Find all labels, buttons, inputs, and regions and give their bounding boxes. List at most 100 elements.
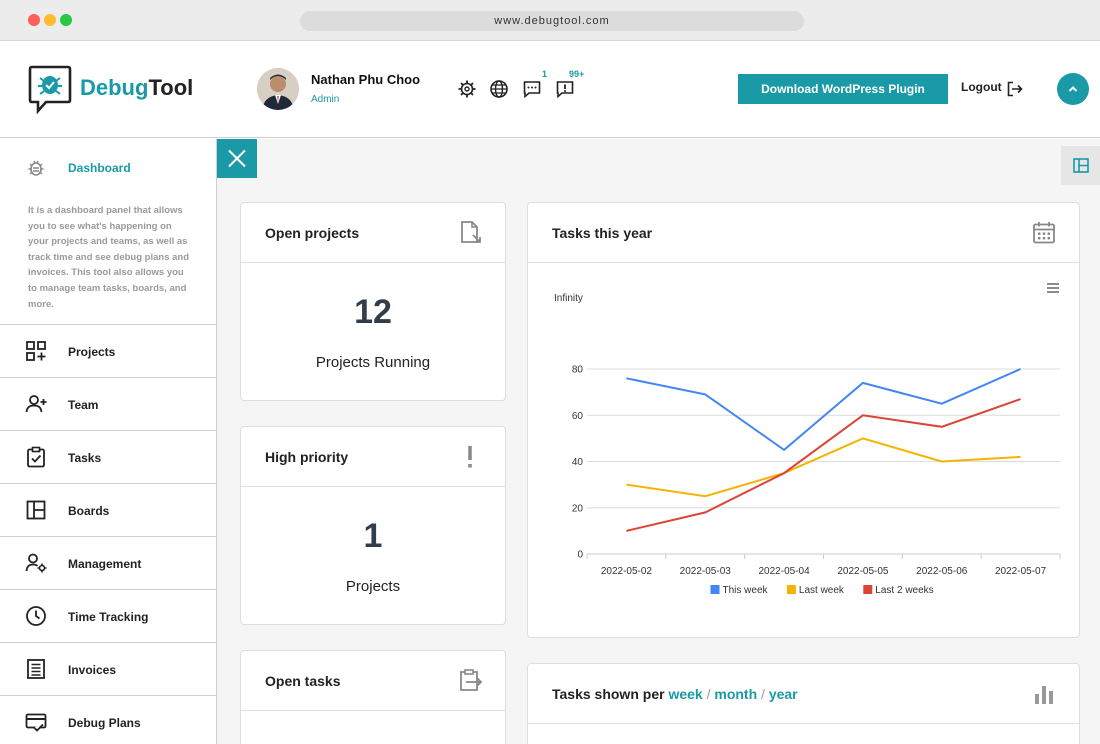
y-tick-label: 60 (572, 411, 584, 422)
user-name[interactable]: Nathan Phu Choo (311, 72, 421, 87)
sidebar-item-dashboard[interactable]: Dashboard It is a dashboard panel that a… (0, 139, 216, 325)
sidebar-item-tasks[interactable]: Tasks (0, 431, 216, 484)
x-tick-label: 2022-05-07 (995, 566, 1047, 577)
legend-label: Last week (799, 585, 845, 596)
gear-icon[interactable] (457, 79, 477, 99)
close-icon (228, 149, 246, 168)
card-title: Tasks this year (552, 225, 653, 241)
logout-link[interactable]: Logout (961, 80, 1002, 94)
card-header: Tasks shown per week / month / year (528, 664, 1079, 724)
separator: / (706, 686, 711, 702)
sidebar-item-projects[interactable]: Projects (0, 325, 216, 378)
dashboard-description: It is a dashboard panel that allows you … (28, 205, 190, 310)
debug-plans-icon (25, 713, 47, 732)
card-header: High priority (241, 427, 505, 487)
sidebar-item-invoices[interactable]: Invoices (0, 643, 216, 696)
invoice-icon (27, 659, 45, 679)
period-week-link[interactable]: week (668, 686, 703, 702)
brand-part-tool: Tool (148, 75, 194, 100)
card-title: Tasks shown per week / month / year (552, 686, 798, 702)
sidebar-item-time-tracking[interactable]: Time Tracking (0, 590, 216, 643)
period-month-link[interactable]: month (714, 686, 758, 702)
chart-top-label: Infinity (554, 293, 583, 304)
chat-badge: 1 (542, 69, 548, 79)
projects-icon (26, 341, 46, 361)
series-line-this-week (626, 368, 1022, 452)
series-line-last-2-weeks (626, 398, 1021, 532)
series-line-last-week (626, 437, 1021, 498)
sidebar-item-label: Management (68, 557, 142, 571)
bar-chart-icon[interactable] (1031, 681, 1057, 707)
exclamation-icon[interactable] (457, 444, 483, 470)
legend-swatch (710, 585, 720, 594)
scroll-up-button[interactable] (1057, 73, 1089, 105)
legend-label: This week (723, 585, 769, 596)
boards-icon (26, 500, 46, 520)
alert-icon[interactable] (555, 79, 575, 99)
chevron-up-icon (1068, 86, 1078, 92)
chat-icon[interactable] (522, 79, 542, 99)
sidebar: Dashboard It is a dashboard panel that a… (0, 139, 217, 744)
legend-label: Last 2 weeks (875, 585, 933, 596)
tasks-per-period-card: Tasks shown per week / month / year (527, 663, 1080, 744)
sidebar-item-label: Time Tracking (68, 610, 149, 624)
sidebar-item-team[interactable]: Team (0, 378, 216, 431)
close-sidebar-button[interactable] (217, 139, 257, 178)
file-arrow-icon[interactable] (457, 220, 483, 246)
card-header: Open projects (241, 203, 505, 263)
sidebar-item-boards[interactable]: Boards (0, 484, 216, 537)
minimize-window-button[interactable] (44, 14, 56, 26)
address-bar[interactable]: www.debugtool.com (300, 11, 804, 31)
tasks-icon (27, 446, 45, 468)
clipboard-arrow-icon[interactable] (457, 668, 483, 694)
open-tasks-card: Open tasks (240, 650, 506, 744)
brand-name[interactable]: DebugTool (80, 75, 193, 101)
debugtool-logo-icon (28, 65, 72, 114)
logout-icon[interactable] (1006, 80, 1024, 98)
card-header: Tasks this year (528, 203, 1079, 263)
bug-icon (28, 160, 44, 176)
alerts-badge: 99+ (569, 69, 585, 79)
user-photo (257, 68, 299, 110)
card-title: High priority (265, 449, 349, 465)
card-title: Open projects (265, 225, 360, 241)
layout-toggle-button[interactable] (1061, 146, 1100, 185)
main-content: Open projects 12 Projects Running High p… (217, 139, 1100, 744)
legend-swatch (786, 585, 796, 594)
sidebar-item-label: Invoices (68, 663, 117, 677)
avatar[interactable] (257, 68, 299, 110)
close-window-button[interactable] (28, 14, 40, 26)
open-projects-card: Open projects 12 Projects Running (240, 202, 506, 401)
layout-icon (1073, 158, 1089, 173)
y-tick-label: 20 (572, 503, 584, 514)
sidebar-item-label: Team (68, 398, 99, 412)
download-plugin-button[interactable]: Download WordPress Plugin (738, 74, 948, 104)
calendar-icon[interactable] (1031, 220, 1057, 246)
y-tick-label: 40 (572, 457, 584, 468)
sidebar-item-management[interactable]: Management (0, 537, 216, 590)
maximize-window-button[interactable] (60, 14, 72, 26)
period-year-link[interactable]: year (768, 686, 798, 702)
sidebar-item-label: Debug Plans (68, 716, 141, 730)
tasks-this-year-card: Tasks this year Infinity 0 20 40 60 80 2022-05… (527, 202, 1080, 638)
y-tick-label: 80 (572, 365, 584, 376)
high-priority-card: High priority 1 Projects (240, 426, 506, 625)
card-title-prefix: Tasks shown per (552, 686, 665, 702)
app-header: DebugTool Nathan Phu Choo Admin 1 99+ Do… (0, 41, 1100, 138)
card-title: Open tasks (265, 673, 341, 689)
card-header: Open tasks (241, 651, 505, 711)
chart-area: Infinity 0 20 40 60 80 2022-05-02 2022-05-03 202… (528, 264, 1079, 637)
sidebar-item-label: Dashboard (68, 161, 131, 175)
sidebar-item-debug-plans[interactable]: Debug Plans (0, 696, 216, 744)
brand-part-debug: Debug (80, 75, 149, 100)
x-tick-label: 2022-05-03 (680, 566, 732, 577)
high-priority-count: 1 (363, 517, 383, 555)
line-chart: Infinity 0 20 40 60 80 2022-05-02 2022-05-03 202… (554, 283, 1061, 596)
high-priority-label: Projects (345, 578, 401, 595)
open-projects-count: 12 (354, 293, 392, 331)
clock-icon (26, 606, 46, 626)
x-tick-label: 2022-05-02 (601, 566, 653, 577)
chart-menu-icon[interactable] (1047, 283, 1059, 293)
globe-icon[interactable] (489, 79, 509, 99)
browser-chrome: www.debugtool.com (0, 0, 1100, 41)
